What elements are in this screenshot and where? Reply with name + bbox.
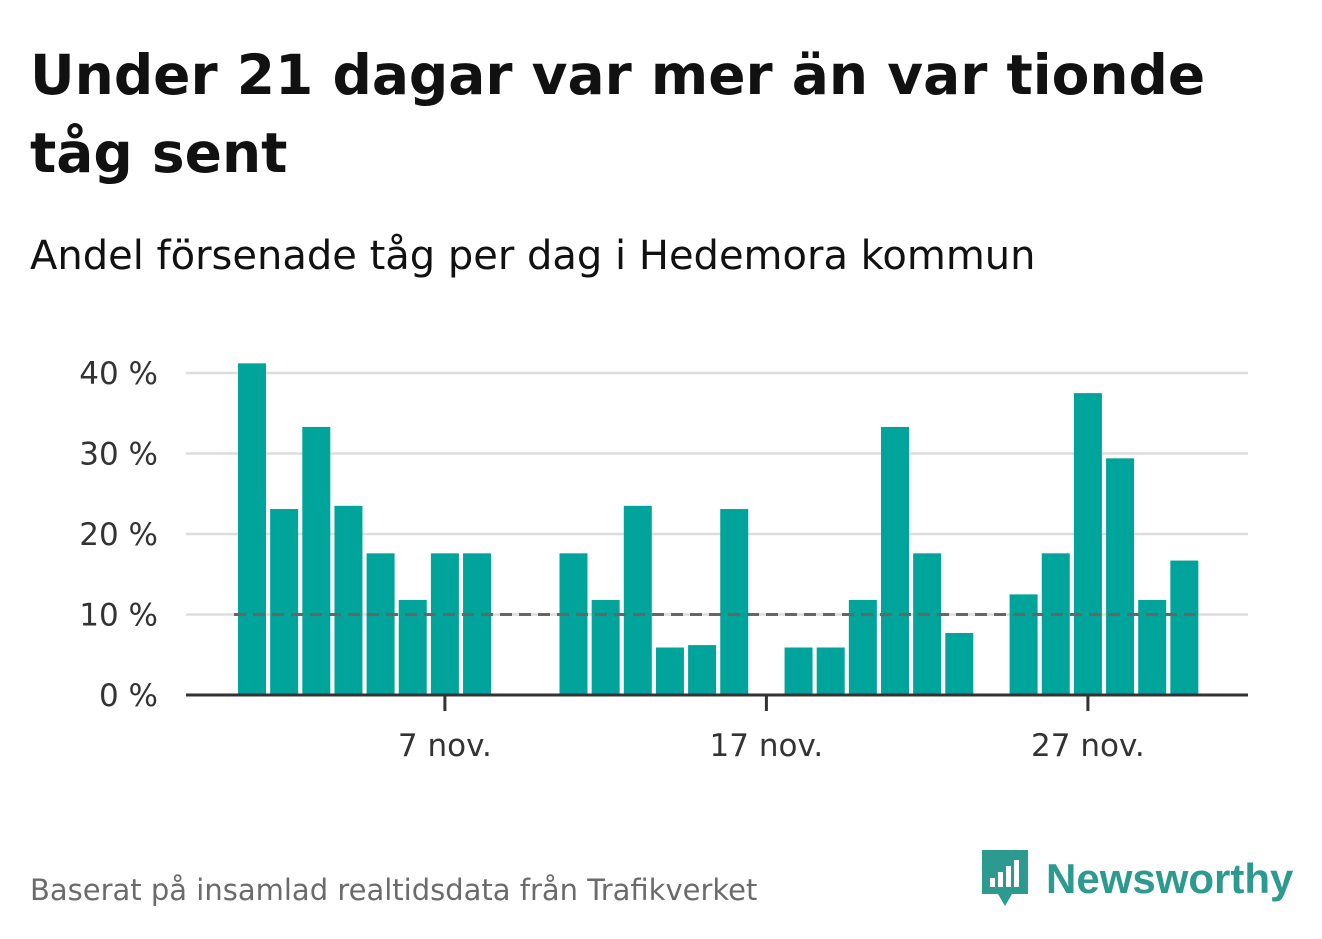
bar — [816, 647, 845, 695]
chart-title: Under 21 dagar var mer än var tionde tåg… — [30, 43, 1206, 185]
bar — [1170, 560, 1199, 695]
bar — [366, 553, 395, 695]
y-tick-label: 40 % — [79, 356, 158, 392]
bar — [688, 645, 717, 695]
bar — [238, 363, 266, 695]
brand-name: Newsworthy — [1046, 855, 1294, 902]
bar — [913, 553, 942, 695]
bar — [463, 553, 492, 695]
bar-chart: 0 % 10 % 20 % 30 % 40 % 7 nov. 17 nov. 27 nov. — [79, 356, 1248, 764]
y-tick-label: 20 % — [79, 517, 158, 553]
source-note: Baserat på insamlad realtidsdata från Tr… — [30, 873, 758, 907]
bar — [623, 505, 652, 695]
bar — [784, 647, 813, 695]
x-tick-label: 7 nov. — [398, 728, 492, 764]
newsworthy-logo-icon — [982, 850, 1028, 906]
bar — [1009, 594, 1038, 695]
bar — [1106, 458, 1135, 695]
bar — [655, 647, 684, 695]
y-tick-label: 30 % — [79, 437, 158, 473]
bar — [720, 509, 749, 695]
bar — [945, 633, 974, 695]
bar — [559, 553, 588, 695]
bar — [302, 426, 331, 695]
newsworthy-logo: Newsworthy — [980, 846, 1293, 912]
x-tick-label: 17 nov. — [710, 728, 824, 764]
bar — [1041, 553, 1070, 695]
y-tick-label: 10 % — [79, 598, 158, 634]
bar — [334, 505, 363, 695]
bar — [270, 509, 299, 695]
chart-subtitle: Andel försenade tåg per dag i Hedemora k… — [30, 233, 1036, 279]
y-tick-label: 0 % — [99, 678, 158, 714]
x-tick-label: 27 nov. — [1031, 728, 1145, 764]
bar — [881, 426, 909, 695]
bar — [1073, 393, 1102, 695]
bar — [430, 553, 459, 695]
